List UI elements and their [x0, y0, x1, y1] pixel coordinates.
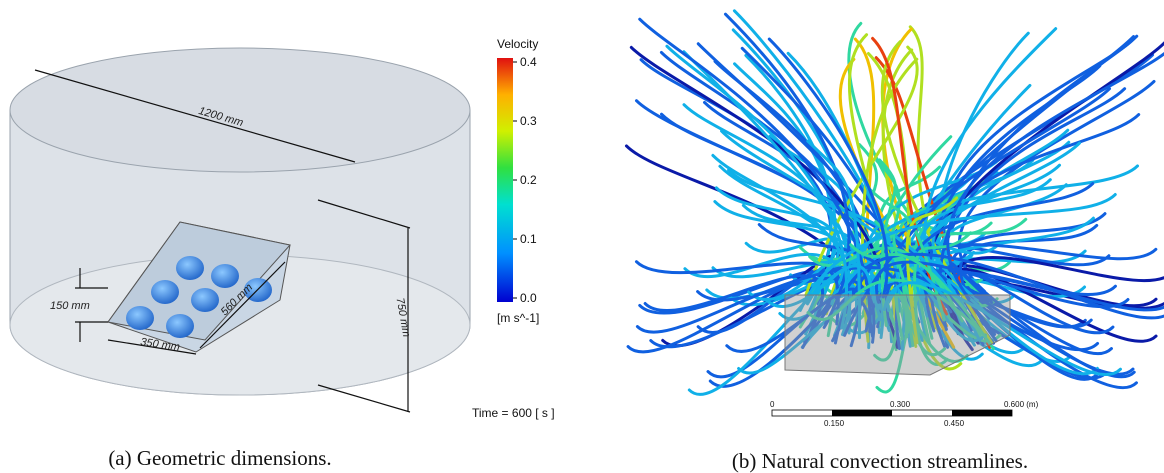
dim-box-height: 150 mm — [50, 300, 90, 312]
streamline — [931, 163, 1061, 298]
time-label: Time = 600 [ s ] — [472, 406, 555, 420]
streamline — [638, 17, 872, 334]
streamline — [866, 185, 946, 322]
streamline — [635, 99, 997, 336]
streamline — [806, 278, 987, 339]
dim-box-width: 350 mm — [140, 336, 181, 353]
colorbar — [497, 58, 513, 302]
scale-label: 0.450 — [944, 419, 965, 428]
streamline — [882, 281, 1122, 377]
streamline — [767, 37, 889, 299]
streamline — [696, 268, 840, 334]
colorbar-label: 0.0 — [520, 291, 537, 305]
streamline — [844, 252, 1164, 320]
streamline — [849, 243, 995, 351]
streamline — [847, 21, 982, 294]
streamline — [806, 139, 861, 340]
caption-b: (b) Natural convection streamlines. — [732, 449, 1028, 473]
streamline — [741, 203, 875, 320]
colorbar-label: 0.1 — [520, 232, 537, 246]
scale-label: 0.600 (m) — [1004, 400, 1039, 409]
scale-label: 0.150 — [824, 419, 845, 428]
colorbar-label: 0.4 — [520, 55, 537, 69]
colorbar-label: 0.2 — [520, 173, 537, 187]
streamlines — [624, 9, 1164, 396]
streamline — [923, 27, 1058, 292]
streamline — [843, 35, 1136, 337]
scale-bar: 0 0.300 0.600 (m) 0.150 0.450 — [770, 400, 1039, 428]
streamline — [711, 153, 852, 337]
streamline — [957, 79, 1156, 293]
streamline — [643, 274, 824, 350]
box — [784, 294, 1011, 376]
scale-label: 0.300 — [890, 400, 911, 409]
scale-label: 0 — [770, 400, 775, 409]
streamline — [894, 293, 969, 363]
streamline — [708, 299, 836, 388]
streamline — [875, 260, 1130, 309]
streamline — [861, 57, 919, 343]
colorbar-label: 0.3 — [520, 114, 537, 128]
streamline — [902, 286, 947, 357]
geometry-drawing — [9, 47, 471, 413]
streamline — [833, 87, 1111, 345]
streamline — [798, 193, 1117, 312]
streamline — [946, 51, 1164, 301]
legend-title: Velocity — [497, 37, 538, 51]
streamline — [665, 44, 849, 330]
streamline — [905, 196, 959, 345]
caption-a: (a) Geometric dimensions. — [108, 446, 331, 470]
streamline — [687, 264, 874, 396]
legend-unit: [m s^-1] — [497, 311, 539, 325]
